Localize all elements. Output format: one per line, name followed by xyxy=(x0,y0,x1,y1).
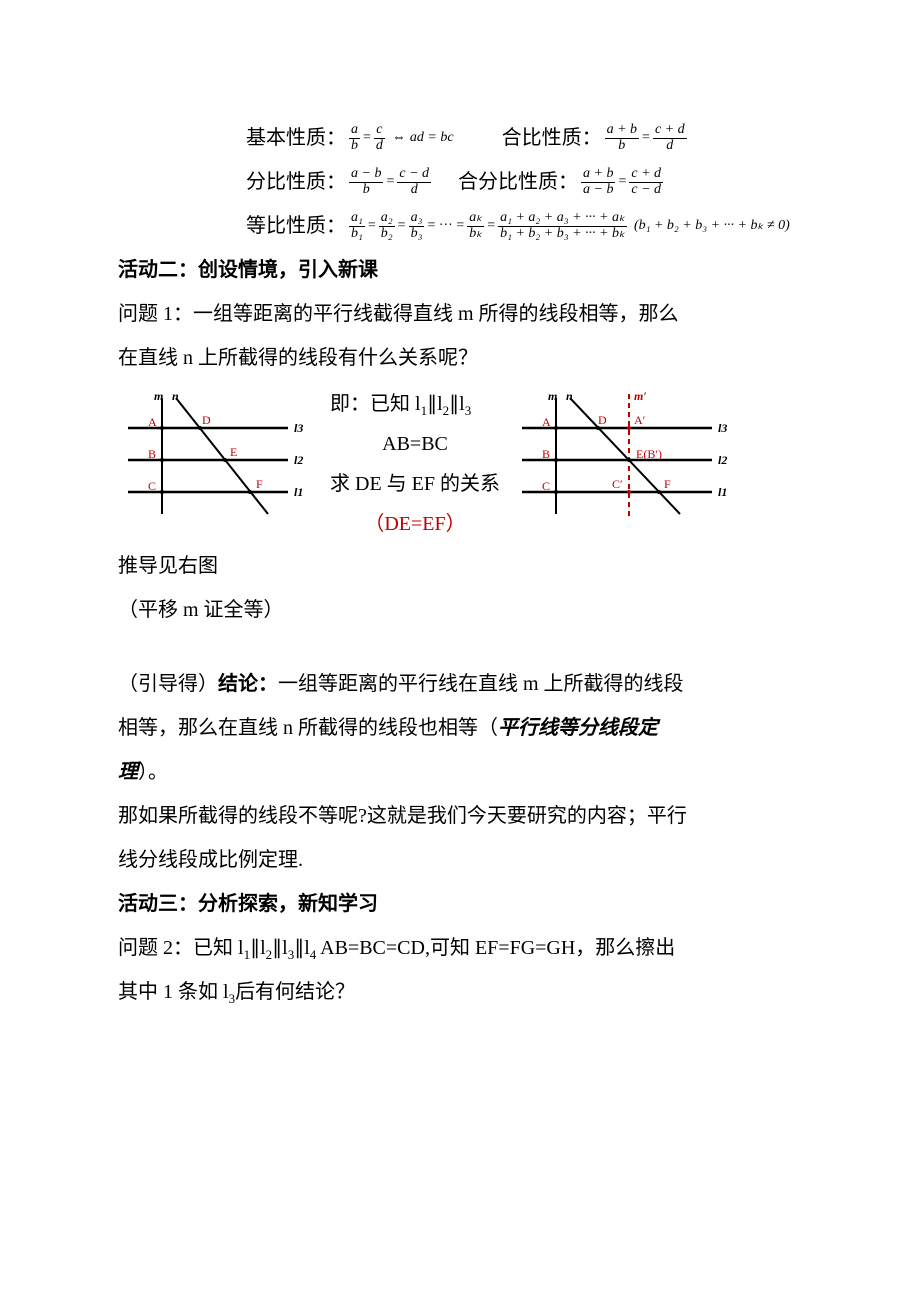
combdiff-lhs-frac: a + b a − b xyxy=(581,167,615,197)
conclusion-line-2: 相等，那么在直线 n 所截得的线段也相等（平行线等分线段定 xyxy=(118,706,802,750)
spacer xyxy=(118,632,802,662)
svg-text:l2: l2 xyxy=(294,453,303,467)
combine-lhs-frac: a + b b xyxy=(605,123,639,153)
act2-heading: 活动二：创设情境，引入新课 xyxy=(118,248,802,292)
act3-q2a: 问题 2：已知 l1∥l2∥l3∥l4 AB=BC=CD,可知 EF=FG=GH… xyxy=(118,926,802,970)
answer-line: （DE=EF） xyxy=(330,504,500,544)
svg-text:F: F xyxy=(256,477,263,491)
basic-tail: ad = bc xyxy=(410,123,454,154)
property-row-1: 基本性质： a b = c d ⇔ ad = bc 合比性质： a + b b … xyxy=(246,116,802,160)
svg-text:C: C xyxy=(542,479,550,493)
basic-label: 基本性质： xyxy=(246,116,346,160)
combine-rhs-frac: c + d d xyxy=(653,123,687,153)
iff-sign: ⇔ xyxy=(392,123,406,154)
svg-text:m′: m′ xyxy=(634,389,647,403)
svg-text:A′: A′ xyxy=(634,413,646,427)
diagram-row: m n A B C D E F l3 l2 l1 即：已知 l1∥l2∥l3 A… xyxy=(118,384,802,544)
property-row-3: 等比性质： a₁b₁ = a₂b₂ = a₃b₃ = ··· = aₖbₖ = … xyxy=(246,204,802,248)
act2-q1a: 问题 1：一组等距离的平行线截得直线 m 所得的线段相等，那么 xyxy=(118,292,802,336)
svg-text:D: D xyxy=(598,413,607,427)
eq-sign: = xyxy=(363,123,371,154)
derivation-line: 推导见右图 xyxy=(118,544,802,588)
svg-text:l3: l3 xyxy=(718,421,727,435)
properties-block: 基本性质： a b = c d ⇔ ad = bc 合比性质： a + b b … xyxy=(118,116,802,248)
basic-rhs-frac: c d xyxy=(374,123,385,153)
combdiff-rhs-frac: c + d c − d xyxy=(629,167,663,197)
basic-lhs-frac: a b xyxy=(349,123,360,153)
diagram-right: m n m′ A B C D A′ E(B′) C′ F l3 l2 l1 xyxy=(512,384,742,524)
diff-lhs-frac: a − b b xyxy=(349,167,383,197)
equal-label: 等比性质： xyxy=(246,204,346,248)
conclusion-line-1: （引导得）结论：一组等距离的平行线在直线 m 上所截得的线段 xyxy=(118,662,802,706)
diagram-left: m n A B C D E F l3 l2 l1 xyxy=(118,384,318,524)
diff-rhs-frac: c − d d xyxy=(397,167,431,197)
shift-line: （平移 m 证全等） xyxy=(118,588,802,632)
equal-cond: (b₁ + b₂ + b₃ + ··· + bₖ ≠ 0) xyxy=(634,211,790,242)
property-row-2: 分比性质： a − b b = c − d d 合分比性质： a + b a −… xyxy=(246,160,802,204)
given-line: 即：已知 l1∥l2∥l3 xyxy=(330,384,500,424)
svg-text:l1: l1 xyxy=(294,485,303,499)
combine-label: 合比性质： xyxy=(502,116,602,160)
svg-text:m: m xyxy=(548,389,557,403)
svg-text:C′: C′ xyxy=(612,477,623,491)
svg-text:n: n xyxy=(172,389,179,403)
find-line: 求 DE 与 EF 的关系 xyxy=(330,464,500,504)
svg-text:m: m xyxy=(154,389,163,403)
act2-q1b: 在直线 n 上所截得的线段有什么关系呢？ xyxy=(118,336,802,380)
svg-text:A: A xyxy=(148,415,157,429)
svg-text:l1: l1 xyxy=(718,485,727,499)
svg-text:l2: l2 xyxy=(718,453,727,467)
equal-sum-frac: a₁ + a₂ + a₃ + ··· + aₖ b₁ + b₂ + b₃ + ·… xyxy=(498,211,627,241)
svg-text:B: B xyxy=(148,447,156,461)
diagram-middle-text: 即：已知 l1∥l2∥l3 AB=BC 求 DE 与 EF 的关系 （DE=EF… xyxy=(318,384,512,544)
act3-q2b: 其中 1 条如 l3后有何结论？ xyxy=(118,970,802,1014)
svg-text:n: n xyxy=(566,389,573,403)
svg-text:D: D xyxy=(202,413,211,427)
diagram-left-slot: m n A B C D E F l3 l2 l1 xyxy=(118,384,318,524)
combdiff-label: 合分比性质： xyxy=(458,160,578,204)
diff-label: 分比性质： xyxy=(246,160,346,204)
follow-line-1: 那如果所截得的线段不等呢?这就是我们今天要研究的内容；平行 xyxy=(118,794,802,838)
svg-text:C: C xyxy=(148,479,156,493)
svg-text:l3: l3 xyxy=(294,421,303,435)
diagram-right-slot: m n m′ A B C D A′ E(B′) C′ F l3 l2 l1 xyxy=(512,384,742,524)
svg-text:F: F xyxy=(664,477,671,491)
svg-text:B: B xyxy=(542,447,550,461)
svg-text:E: E xyxy=(230,445,237,459)
ab-bc-line: AB=BC xyxy=(330,424,500,464)
svg-text:A: A xyxy=(542,415,551,429)
act3-heading: 活动三：分析探索，新知学习 xyxy=(118,882,802,926)
svg-text:E(B′): E(B′) xyxy=(636,447,662,461)
follow-line-2: 线分线段成比例定理. xyxy=(118,838,802,882)
conclusion-line-3: 理）。 xyxy=(118,750,802,794)
